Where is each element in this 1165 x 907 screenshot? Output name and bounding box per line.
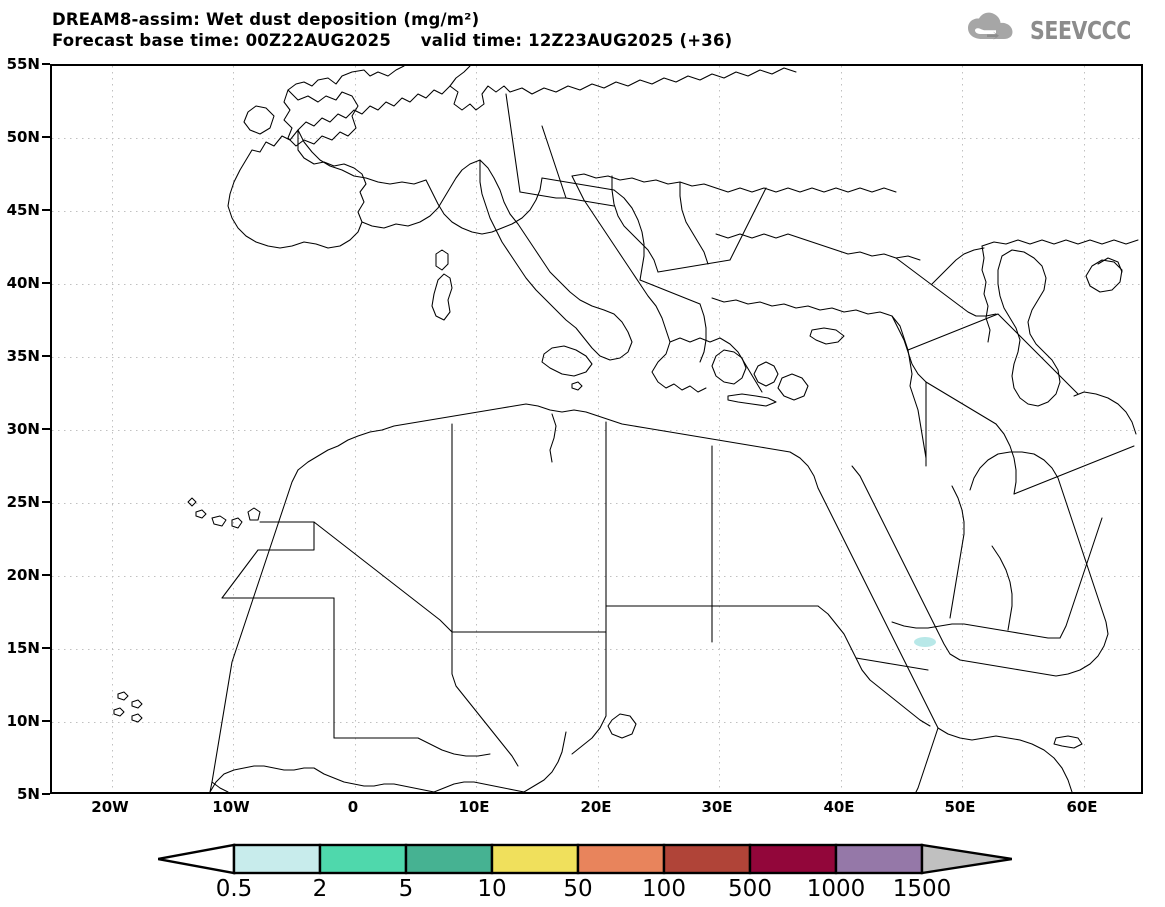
x-tick-label: 30E bbox=[701, 798, 733, 816]
colorbar-swatches[interactable] bbox=[158, 843, 1012, 875]
x-tick-label: 10W bbox=[212, 798, 250, 816]
y-tick-mark bbox=[42, 501, 50, 503]
colorbar-tick-label: 2 bbox=[312, 876, 328, 902]
colorbar-tick-label: 5 bbox=[398, 876, 414, 902]
y-tick-label: 40N bbox=[6, 274, 40, 292]
forecast-time-subtitle: Forecast base time: 00Z22AUG2025 valid t… bbox=[52, 31, 733, 50]
x-tick-label: 40E bbox=[823, 798, 855, 816]
y-tick-mark bbox=[42, 355, 50, 357]
y-tick-mark bbox=[42, 720, 50, 722]
map-plot-area[interactable] bbox=[50, 64, 1143, 794]
cloud-wind-icon bbox=[966, 12, 1024, 48]
x-tick-label: 20W bbox=[91, 798, 129, 816]
seevccc-logo: SEEVCCC bbox=[966, 12, 1153, 48]
logo-text: SEEVCCC bbox=[1029, 15, 1131, 45]
y-tick-mark bbox=[42, 209, 50, 211]
colorbar-tick-label: 500 bbox=[728, 876, 772, 902]
y-tick-mark bbox=[42, 282, 50, 284]
wet-deposition-patch-yemen bbox=[914, 637, 936, 647]
x-tick-label: 50E bbox=[944, 798, 976, 816]
x-tick-label: 60E bbox=[1066, 798, 1098, 816]
y-tick-mark bbox=[42, 574, 50, 576]
y-tick-mark bbox=[42, 63, 50, 65]
colorbar-tick-label: 10 bbox=[477, 876, 507, 902]
y-tick-label: 25N bbox=[6, 493, 40, 511]
y-tick-label: 20N bbox=[6, 566, 40, 584]
y-tick-label: 50N bbox=[6, 128, 40, 146]
y-tick-label: 10N bbox=[6, 712, 40, 730]
y-tick-mark bbox=[42, 136, 50, 138]
colorbar-tick-label: 100 bbox=[642, 876, 686, 902]
dust-deposition-field bbox=[914, 637, 936, 647]
colorbar-tick-label: 0.5 bbox=[215, 876, 253, 902]
map-coastlines bbox=[113, 66, 1139, 792]
y-tick-label: 35N bbox=[6, 347, 40, 365]
x-tick-label: 10E bbox=[458, 798, 490, 816]
y-tick-label: 5N bbox=[17, 785, 40, 803]
colorbar-tick-label: 1500 bbox=[892, 876, 952, 902]
y-tick-label: 45N bbox=[6, 201, 40, 219]
colorbar-legend[interactable]: 0.5 2 5 10 50 100 500 1000 1500 bbox=[0, 843, 1165, 907]
colorbar-tick-label: 1000 bbox=[806, 876, 866, 902]
map-gridlines bbox=[52, 66, 1141, 792]
page-title: DREAM8-assim: Wet dust deposition (mg/m²… bbox=[52, 10, 480, 29]
colorbar-tick-label: 50 bbox=[563, 876, 593, 902]
x-tick-label: 0 bbox=[347, 798, 359, 816]
x-tick-label: 20E bbox=[580, 798, 612, 816]
y-tick-mark bbox=[42, 647, 50, 649]
y-tick-label: 30N bbox=[6, 420, 40, 438]
y-tick-mark bbox=[42, 428, 50, 430]
y-tick-label: 55N bbox=[6, 55, 40, 73]
chart-header: DREAM8-assim: Wet dust deposition (mg/m²… bbox=[0, 0, 1165, 62]
y-tick-label: 15N bbox=[6, 639, 40, 657]
y-tick-mark bbox=[42, 793, 50, 795]
